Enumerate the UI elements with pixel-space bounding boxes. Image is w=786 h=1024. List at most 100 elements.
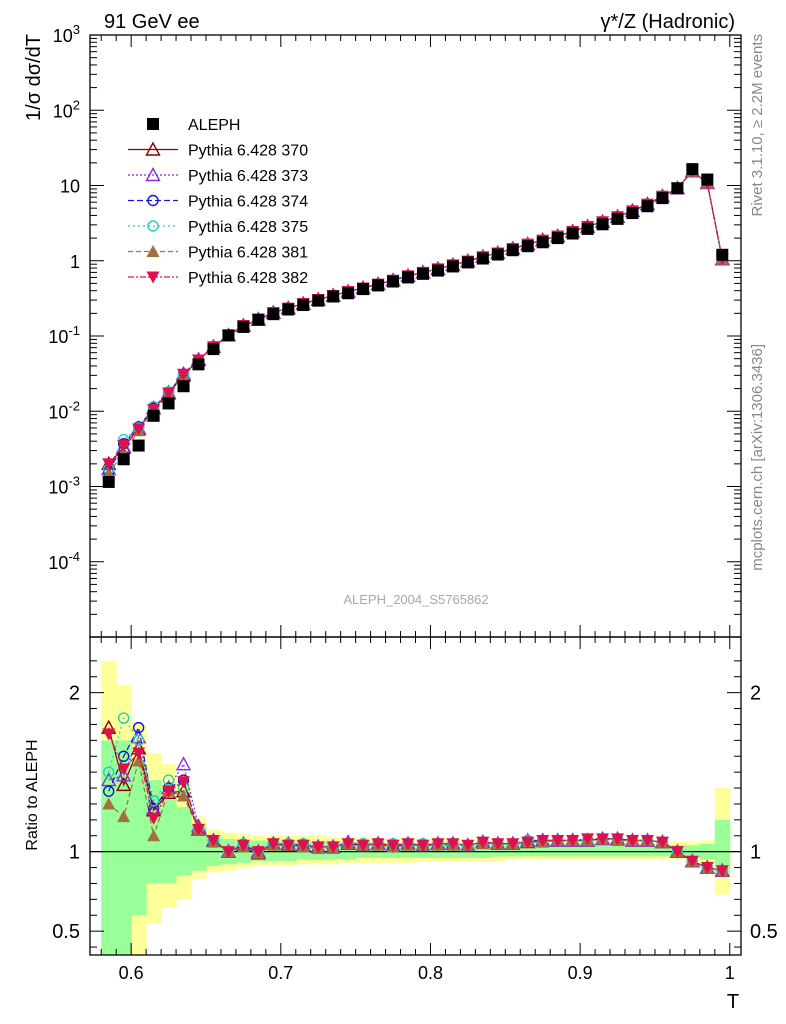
mc-point — [162, 387, 176, 400]
data-point — [416, 267, 429, 280]
ratio-point — [536, 835, 550, 848]
data-point — [521, 240, 534, 253]
green-band-bin — [116, 740, 132, 955]
ratio-point — [626, 835, 639, 848]
ratio-point — [177, 776, 191, 789]
ratio-point — [311, 841, 325, 854]
ratio-point — [236, 839, 250, 852]
mc-point — [102, 458, 116, 471]
legend-marker — [145, 167, 161, 182]
ratio-point — [521, 836, 535, 849]
green-band-bin — [714, 819, 731, 876]
data-point — [566, 227, 579, 240]
legend-label: Pythia 6.428 382 — [188, 270, 308, 287]
ratio-point — [281, 839, 295, 852]
mc-point — [132, 423, 146, 436]
y-tick-label: 102 — [53, 97, 80, 121]
green-band-bin — [565, 843, 581, 857]
main-series — [101, 163, 730, 488]
ratio-point — [177, 789, 191, 802]
data-point — [656, 192, 669, 205]
ratio-point — [596, 833, 610, 846]
ratio-point — [103, 766, 115, 778]
ratio-y-tick-label-right: 2 — [750, 683, 761, 705]
ratio-point — [446, 838, 460, 851]
data-point — [701, 173, 714, 186]
data-point — [581, 222, 594, 235]
data-point — [297, 299, 310, 312]
ratio-point — [476, 836, 490, 849]
x-tick-label: 0.6 — [119, 963, 144, 983]
ratio-point — [581, 833, 595, 846]
ratio-point — [132, 721, 145, 734]
ratio-point — [115, 776, 132, 792]
data-point — [282, 303, 295, 316]
data-point — [222, 329, 235, 342]
data-point — [102, 475, 115, 488]
data-point — [461, 256, 474, 269]
ratio-ylabel: Ratio to ALEPH — [24, 739, 41, 850]
data-point — [177, 380, 190, 393]
legend-marker — [147, 194, 159, 207]
legend-marker — [146, 271, 160, 284]
data-point — [671, 182, 684, 195]
rivet-note: Rivet 3.1.10, ≥ 2.2M events — [749, 34, 766, 217]
ratio-point — [700, 862, 714, 875]
data-point — [342, 287, 355, 300]
data-point — [536, 236, 549, 249]
ratio-point — [147, 795, 160, 807]
ratio-point — [685, 855, 699, 868]
ratio-point — [206, 835, 220, 848]
ratio-point — [416, 839, 430, 852]
data-point — [372, 279, 385, 292]
ratio-point — [147, 812, 161, 825]
legend-label: Pythia 6.428 375 — [188, 219, 308, 236]
ratio-point — [371, 838, 385, 851]
ratio-point — [132, 754, 146, 767]
y-tick-label: 10-2 — [48, 398, 80, 422]
data-point — [357, 283, 370, 296]
data-point — [207, 343, 220, 356]
ratio-point — [341, 838, 355, 851]
data-point — [387, 275, 400, 288]
ratio-y-tick-label-right: 0.5 — [750, 921, 778, 943]
green-band-bin — [550, 843, 566, 857]
data-point — [431, 264, 444, 277]
ratio-y-tick-label: 2 — [69, 683, 80, 705]
ratio-point — [296, 839, 310, 852]
ratio-point — [551, 835, 565, 848]
legend-label: Pythia 6.428 381 — [188, 245, 308, 262]
ratio-point — [266, 838, 280, 851]
ratio-series — [101, 712, 730, 878]
x-tick-label: 1 — [725, 963, 735, 983]
data-point — [312, 294, 325, 307]
ratio-point — [103, 785, 115, 797]
ratio-point — [117, 712, 130, 724]
mc-point — [102, 466, 116, 479]
ratio-point — [102, 728, 116, 741]
ratio-y-tick-label-right: 1 — [750, 842, 761, 864]
data-point — [117, 453, 130, 466]
ratio-point — [461, 839, 475, 852]
ratio-point — [715, 865, 729, 878]
data-point — [551, 232, 564, 245]
ratio-point — [356, 839, 370, 852]
right-title: γ*/Z (Hadronic) — [601, 11, 735, 33]
ratio-point — [251, 846, 265, 859]
mc-line — [108, 170, 723, 465]
y-tick-label: 1 — [70, 252, 80, 272]
green-band-bin — [176, 807, 192, 876]
legend-label: Pythia 6.428 370 — [188, 143, 308, 160]
data-point — [641, 200, 654, 213]
mc-point — [177, 368, 191, 381]
green-band-bin — [625, 845, 641, 857]
x-axis-label: T — [727, 991, 739, 1013]
data-point — [267, 308, 280, 321]
ratio-uncertainty-bands — [90, 660, 741, 955]
ratio-point — [117, 810, 131, 823]
data-point — [476, 252, 489, 265]
legend-label: ALEPH — [188, 117, 240, 134]
green-band-bin — [191, 824, 207, 871]
data-point — [327, 290, 340, 303]
legend-label: Pythia 6.428 373 — [188, 168, 308, 185]
